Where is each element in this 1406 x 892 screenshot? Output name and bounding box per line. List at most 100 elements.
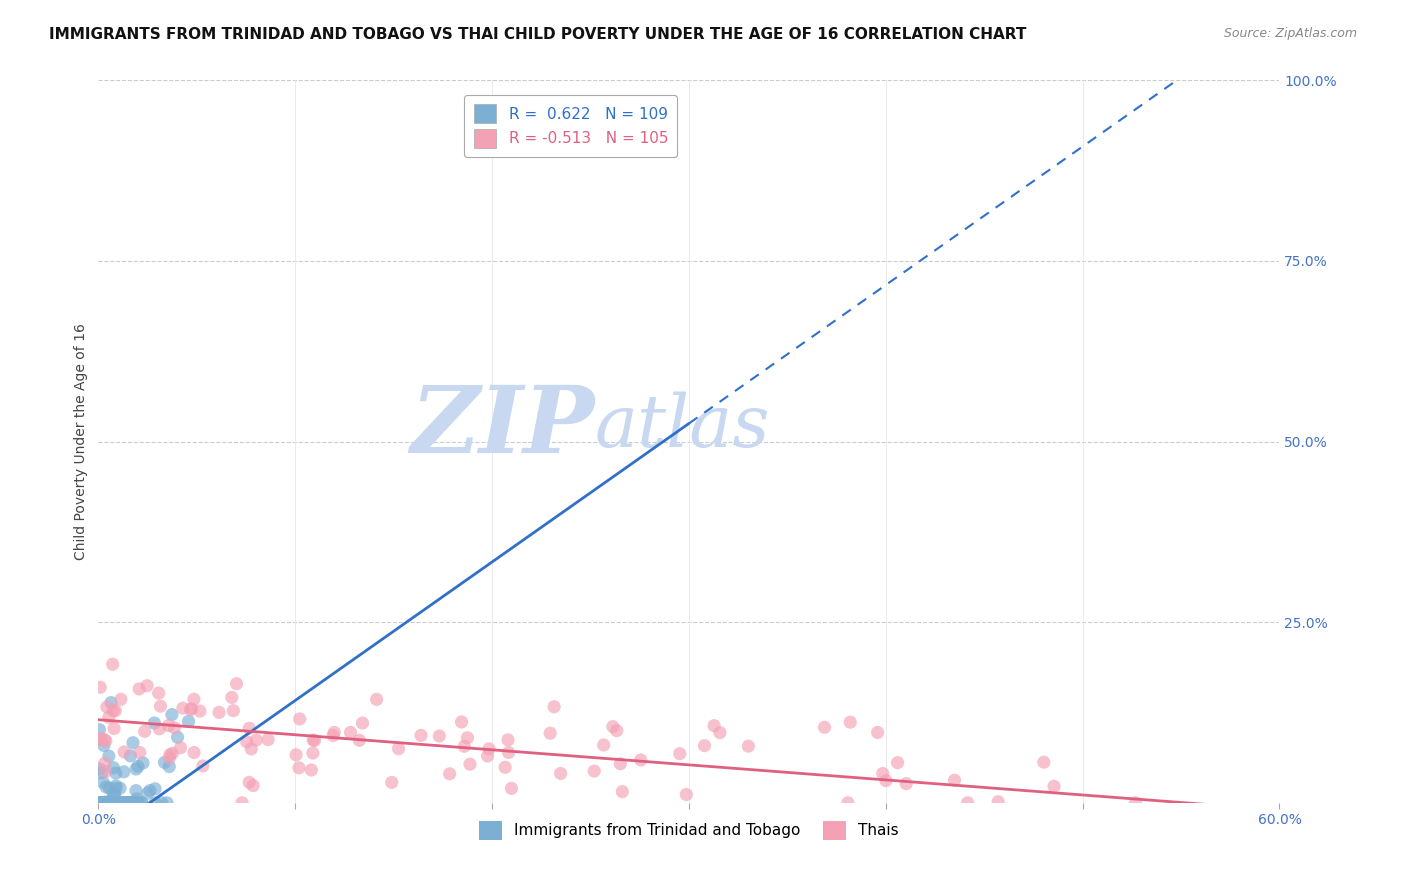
Point bbox=[302, 732, 325, 747]
Point bbox=[125, 762, 148, 776]
Point bbox=[100, 796, 122, 810]
Point bbox=[602, 720, 624, 734]
Point bbox=[238, 775, 260, 789]
Point bbox=[101, 796, 124, 810]
Point bbox=[136, 786, 159, 800]
Point bbox=[118, 796, 141, 810]
Point bbox=[143, 796, 166, 810]
Point bbox=[1032, 755, 1054, 769]
Point bbox=[131, 796, 153, 810]
Point bbox=[90, 796, 112, 810]
Point bbox=[839, 715, 862, 730]
Point bbox=[101, 704, 124, 718]
Point bbox=[498, 746, 520, 760]
Point bbox=[322, 729, 344, 743]
Point bbox=[117, 796, 139, 810]
Point bbox=[172, 701, 194, 715]
Point bbox=[125, 783, 148, 797]
Point bbox=[477, 749, 499, 764]
Point bbox=[117, 796, 139, 810]
Point bbox=[288, 761, 311, 775]
Point bbox=[709, 725, 731, 739]
Point bbox=[98, 796, 121, 810]
Point bbox=[122, 736, 145, 750]
Point bbox=[285, 747, 308, 762]
Point bbox=[238, 721, 260, 735]
Point bbox=[101, 796, 124, 810]
Point bbox=[302, 746, 325, 760]
Point bbox=[89, 762, 111, 776]
Point bbox=[101, 796, 124, 810]
Point bbox=[101, 657, 124, 672]
Point bbox=[453, 739, 475, 754]
Point bbox=[90, 796, 112, 810]
Point bbox=[162, 747, 184, 761]
Point bbox=[89, 732, 111, 747]
Point bbox=[122, 796, 145, 810]
Point bbox=[90, 731, 112, 746]
Point bbox=[115, 796, 138, 810]
Point bbox=[90, 765, 112, 780]
Point bbox=[93, 756, 115, 771]
Point bbox=[592, 738, 614, 752]
Text: Source: ZipAtlas.com: Source: ZipAtlas.com bbox=[1223, 27, 1357, 40]
Text: atlas: atlas bbox=[595, 392, 770, 462]
Point bbox=[103, 796, 125, 810]
Point bbox=[387, 741, 409, 756]
Point bbox=[169, 740, 191, 755]
Point bbox=[550, 766, 572, 780]
Point bbox=[339, 725, 361, 739]
Point bbox=[148, 686, 170, 700]
Point bbox=[122, 796, 145, 810]
Point bbox=[97, 796, 120, 810]
Point bbox=[987, 795, 1010, 809]
Point bbox=[94, 734, 117, 748]
Point bbox=[956, 796, 979, 810]
Point bbox=[166, 731, 188, 745]
Point bbox=[837, 796, 859, 810]
Point bbox=[128, 796, 150, 810]
Text: IMMIGRANTS FROM TRINIDAD AND TOBAGO VS THAI CHILD POVERTY UNDER THE AGE OF 16 CO: IMMIGRANTS FROM TRINIDAD AND TOBAGO VS T… bbox=[49, 27, 1026, 42]
Point bbox=[886, 756, 908, 770]
Point bbox=[381, 775, 404, 789]
Point bbox=[583, 764, 606, 778]
Point bbox=[352, 716, 374, 731]
Point bbox=[896, 777, 918, 791]
Point bbox=[94, 764, 117, 779]
Point bbox=[128, 681, 150, 696]
Point bbox=[89, 796, 111, 810]
Point bbox=[208, 706, 231, 720]
Point bbox=[191, 759, 214, 773]
Point bbox=[97, 796, 120, 810]
Point bbox=[94, 796, 117, 810]
Point bbox=[104, 779, 127, 793]
Point bbox=[91, 796, 114, 810]
Point bbox=[96, 700, 118, 714]
Point bbox=[139, 783, 162, 797]
Point bbox=[98, 780, 121, 795]
Point bbox=[112, 764, 135, 779]
Point bbox=[96, 796, 118, 810]
Point bbox=[236, 735, 259, 749]
Point bbox=[98, 796, 121, 810]
Point bbox=[94, 795, 117, 809]
Point bbox=[612, 784, 634, 798]
Point bbox=[103, 789, 125, 804]
Point bbox=[606, 723, 628, 738]
Point bbox=[143, 781, 166, 796]
Point bbox=[97, 710, 120, 724]
Point bbox=[114, 796, 136, 810]
Point bbox=[104, 704, 127, 718]
Point bbox=[97, 796, 120, 810]
Text: ZIP: ZIP bbox=[411, 382, 595, 472]
Point bbox=[105, 796, 128, 810]
Point bbox=[180, 702, 202, 716]
Point bbox=[538, 726, 561, 740]
Point bbox=[323, 725, 346, 739]
Point bbox=[107, 796, 129, 810]
Point bbox=[103, 796, 125, 810]
Point bbox=[240, 742, 263, 756]
Point bbox=[245, 733, 267, 747]
Point bbox=[93, 796, 115, 810]
Point bbox=[114, 796, 136, 810]
